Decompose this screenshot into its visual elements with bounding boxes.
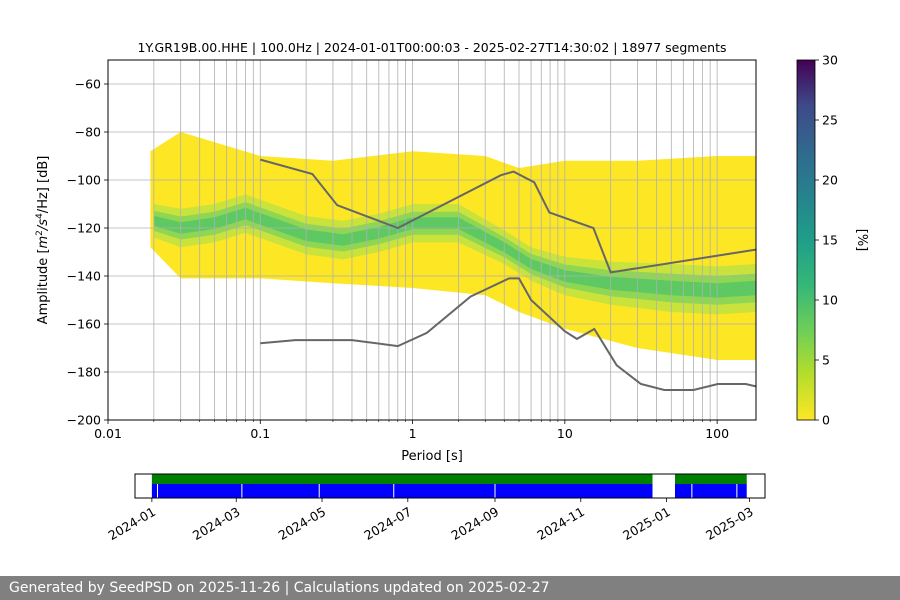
x-tick-label: 0.01 <box>94 426 122 441</box>
colorbar-tick-label: 10 <box>822 293 838 308</box>
y-tick-label: −180 <box>67 365 101 380</box>
coverage-timeline: 2024-01 2024-03 2024-05 2024-07 2024-09 2024-… <box>105 473 766 543</box>
x-tick-label: 1 <box>409 426 417 441</box>
colorbar-tick-label: 30 <box>822 53 838 68</box>
timeline-ticks: 2024-01 2024-03 2024-05 2024-07 2024-09 2024-… <box>105 498 756 543</box>
y-label-exp4: 4 <box>35 213 45 219</box>
y-axis-ticks: −60 −80 −100 −120 −140 −160 −180 −200 <box>67 77 108 428</box>
colorbar-gradient <box>796 59 816 421</box>
y-tick-label: −60 <box>75 77 101 92</box>
y-label-exp2: 2 <box>35 230 45 236</box>
timeline-tick-label: 2024-11 <box>534 504 587 543</box>
colorbar-tick-label: 5 <box>822 353 830 368</box>
timeline-tick-label: 2025-01 <box>620 504 673 543</box>
chart-title: 1Y.GR19B.00.HHE | 100.0Hz | 2024-01-01T0… <box>137 40 726 55</box>
noise-models <box>260 158 756 391</box>
colorbar: 0 5 10 15 20 25 30 [%] <box>796 53 869 428</box>
x-tick-label: 100 <box>705 426 729 441</box>
psd-band-mode <box>153 207 756 298</box>
y-tick-label: −100 <box>67 173 101 188</box>
high-noise-model-line <box>260 158 756 274</box>
colorbar-tick-label: 20 <box>822 173 838 188</box>
plot-area: 0.01 0.1 1 10 100 −60 −80 −100 −120 −140 −160 −180… <box>67 59 757 441</box>
coverage-bars <box>151 474 747 498</box>
coverage-segment-blue <box>151 484 653 498</box>
x-tick-label: 10 <box>557 426 573 441</box>
grid <box>108 60 756 420</box>
x-axis-ticks: 0.01 0.1 1 10 100 <box>94 420 729 441</box>
x-tick-label: 0.1 <box>250 426 270 441</box>
y-tick-label: −140 <box>67 269 101 284</box>
plot-frame <box>107 59 757 421</box>
colorbar-tick-label: 15 <box>822 233 838 248</box>
colorbar-tick-label: 0 <box>822 413 830 428</box>
y-tick-label: −160 <box>67 317 101 332</box>
timeline-tick-label: 2024-03 <box>190 504 243 543</box>
timeline-tick-label: 2024-09 <box>449 504 502 543</box>
low-noise-model-line <box>260 277 756 391</box>
y-label-s: /s <box>36 219 51 231</box>
timeline-tick-label: 2024-05 <box>276 504 329 543</box>
colorbar-tick-label: 25 <box>822 113 838 128</box>
y-tick-label: −200 <box>67 413 101 428</box>
y-tick-label: −80 <box>75 125 101 140</box>
y-label-base: Amplitude [ <box>36 248 51 324</box>
coverage-segment-green <box>151 474 653 484</box>
colorbar-ticks: 0 5 10 15 20 25 30 <box>815 53 838 428</box>
y-label-hz: /Hz] [dB] <box>36 156 51 214</box>
timeline-tick-label: 2025-03 <box>703 504 756 543</box>
coverage-segment-blue <box>675 484 747 498</box>
timeline-tick-label: 2024-07 <box>361 504 414 543</box>
timeline-tick-label: 2024-01 <box>105 504 158 543</box>
coverage-segment-green <box>675 474 747 484</box>
y-tick-label: −120 <box>67 221 101 236</box>
y-label-m: m <box>36 236 51 249</box>
y-axis-label: Amplitude [m2/s4/Hz] [dB] <box>35 156 51 325</box>
footer: Generated by SeedPSD on 2025-11-26 | Cal… <box>0 576 900 600</box>
colorbar-label: [%] <box>854 229 869 252</box>
x-axis-label: Period [s] <box>401 449 463 464</box>
timeline-frame <box>134 473 766 499</box>
